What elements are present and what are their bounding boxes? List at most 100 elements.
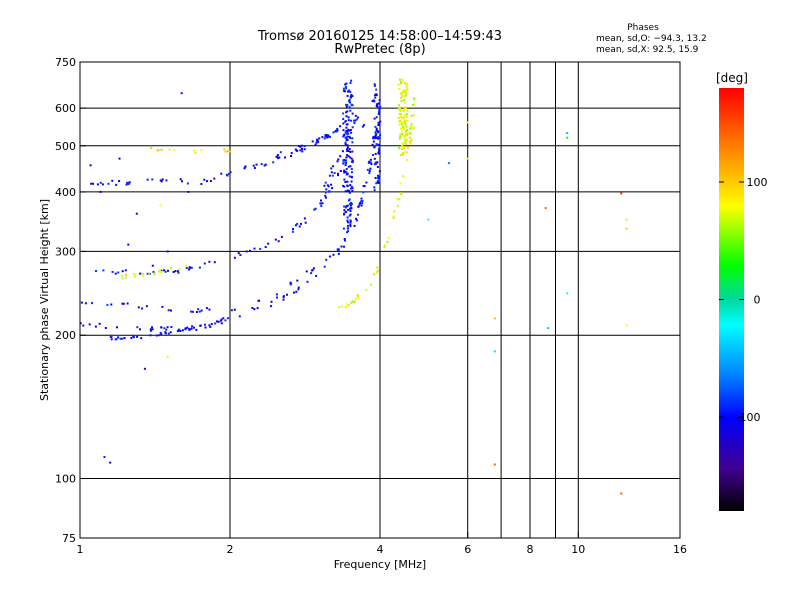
data-point <box>303 217 306 220</box>
data-point <box>344 141 347 144</box>
data-point <box>275 155 278 158</box>
data-point <box>280 235 283 238</box>
stats-x-mode: mean, sd,X: 92.5, 15.9 <box>596 45 699 55</box>
data-point <box>127 243 130 246</box>
data-point <box>127 183 130 185</box>
data-point <box>164 332 167 335</box>
x-tick-label: 2 <box>227 543 234 556</box>
data-point <box>208 260 211 263</box>
data-point <box>332 253 335 256</box>
data-point <box>342 112 345 115</box>
data-point <box>402 126 404 128</box>
x-tick-label: 6 <box>464 543 471 556</box>
data-point <box>351 141 354 144</box>
data-point <box>351 112 354 115</box>
data-point <box>342 118 345 120</box>
data-point <box>357 213 359 216</box>
data-point <box>318 137 321 140</box>
data-point <box>400 93 403 96</box>
data-point <box>349 220 352 223</box>
data-point <box>375 182 378 185</box>
data-point <box>346 185 349 188</box>
data-point <box>200 309 203 312</box>
data-point <box>301 147 303 150</box>
data-point <box>343 212 346 215</box>
data-point <box>195 328 198 331</box>
data-point <box>178 268 181 271</box>
data-point <box>404 140 407 143</box>
data-point <box>388 237 390 240</box>
data-point <box>399 182 402 185</box>
data-point <box>342 162 345 165</box>
data-point <box>200 183 203 185</box>
data-point <box>98 322 101 325</box>
data-point <box>188 328 191 331</box>
data-point <box>397 116 400 119</box>
y-tick-label: 300 <box>55 245 76 258</box>
data-point <box>193 149 195 152</box>
data-point <box>344 239 346 242</box>
data-point <box>625 324 628 327</box>
data-point <box>151 326 153 329</box>
data-point <box>378 107 381 110</box>
data-point <box>401 133 404 136</box>
data-point <box>406 151 408 154</box>
data-point <box>282 298 285 301</box>
data-point <box>375 93 378 96</box>
data-point <box>151 264 154 267</box>
data-point <box>136 335 139 338</box>
data-point <box>405 143 408 145</box>
data-point <box>377 147 380 150</box>
data-point <box>293 291 295 294</box>
data-point <box>400 193 403 196</box>
data-point <box>368 170 371 173</box>
data-point <box>324 191 327 194</box>
data-point <box>161 178 164 181</box>
data-point <box>347 208 350 211</box>
data-point <box>121 302 124 305</box>
data-point <box>324 181 327 184</box>
data-point <box>142 274 145 277</box>
data-point <box>194 151 197 154</box>
data-point <box>224 150 227 153</box>
data-point <box>80 301 83 304</box>
data-point <box>376 271 379 274</box>
data-point <box>346 110 349 113</box>
data-point <box>404 107 407 110</box>
data-point <box>233 308 236 311</box>
data-point <box>403 121 406 124</box>
y-tick-label: 600 <box>55 102 76 115</box>
data-point <box>346 94 349 97</box>
data-point <box>337 250 340 253</box>
data-point <box>303 148 306 151</box>
data-point <box>400 123 403 126</box>
data-point <box>373 273 376 276</box>
data-point <box>343 185 346 188</box>
data-point <box>121 337 124 340</box>
stats-header: Phases <box>627 23 659 33</box>
data-point <box>160 333 163 336</box>
data-point <box>377 136 380 138</box>
data-point <box>374 96 377 99</box>
y-axis-label: Stationary phase Virtual Height [km] <box>38 199 51 401</box>
data-point <box>346 144 349 147</box>
data-point <box>197 308 200 311</box>
data-point <box>110 303 113 306</box>
data-point <box>124 269 127 272</box>
data-point <box>344 86 347 88</box>
data-point <box>332 165 335 168</box>
data-point <box>170 309 172 312</box>
data-point <box>374 134 377 137</box>
data-point <box>323 265 326 268</box>
data-point <box>348 175 351 178</box>
data-point <box>199 324 202 327</box>
data-point <box>205 307 208 310</box>
data-point <box>349 91 352 93</box>
data-point <box>259 247 262 250</box>
data-point <box>404 122 407 125</box>
data-point <box>403 99 406 101</box>
data-point <box>165 328 168 331</box>
data-point <box>253 247 256 250</box>
y-tick-label: 75 <box>62 532 76 545</box>
